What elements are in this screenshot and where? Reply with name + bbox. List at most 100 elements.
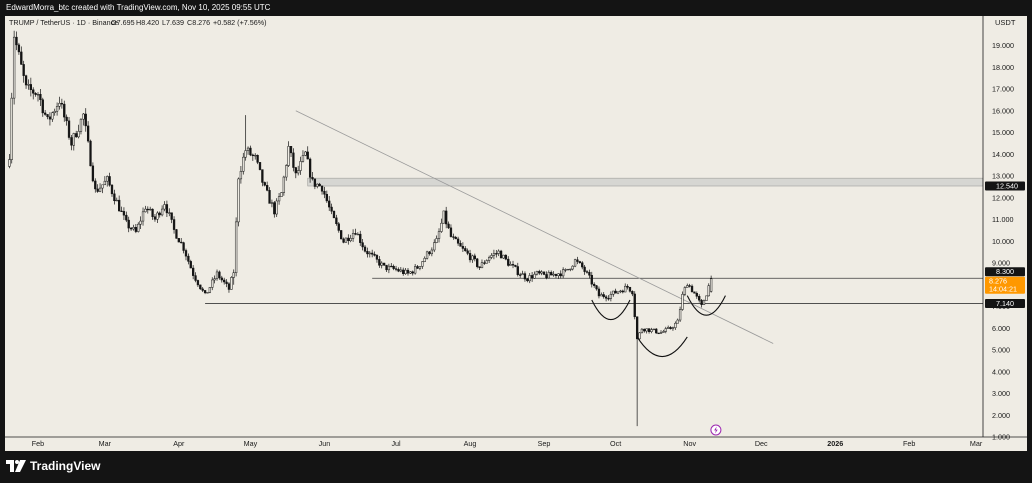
legend-high: H8.420 bbox=[136, 18, 159, 27]
candle-body bbox=[590, 274, 593, 285]
candle bbox=[82, 113, 85, 126]
candle bbox=[58, 96, 61, 110]
candle-body bbox=[624, 285, 627, 293]
candle bbox=[304, 150, 307, 157]
candle bbox=[194, 272, 197, 283]
candle-body bbox=[325, 193, 328, 202]
candle bbox=[612, 290, 615, 297]
candle-body bbox=[621, 290, 624, 293]
candle-body bbox=[702, 300, 706, 305]
candle bbox=[72, 132, 75, 151]
candle bbox=[561, 267, 565, 279]
candle-body bbox=[280, 192, 283, 197]
candle bbox=[127, 216, 130, 233]
candle bbox=[184, 248, 188, 261]
candle-body bbox=[165, 204, 169, 214]
candle-body bbox=[533, 273, 536, 279]
candle-body bbox=[576, 259, 579, 262]
resistance-zone[interactable] bbox=[307, 177, 984, 187]
candle-body bbox=[141, 211, 145, 222]
candle bbox=[511, 260, 515, 269]
candle bbox=[674, 321, 677, 330]
candle bbox=[89, 139, 92, 167]
candle-body bbox=[695, 293, 698, 297]
candle-body bbox=[261, 169, 264, 183]
candle bbox=[454, 235, 457, 240]
candle-body bbox=[294, 167, 297, 174]
candle bbox=[681, 291, 684, 311]
candle-body bbox=[275, 200, 278, 215]
candle bbox=[285, 164, 288, 181]
candle bbox=[459, 240, 462, 247]
candle-body bbox=[153, 216, 157, 220]
candle bbox=[53, 108, 56, 116]
candle bbox=[528, 272, 531, 284]
trendline[interactable] bbox=[295, 110, 774, 344]
candle bbox=[125, 211, 128, 223]
candle-body bbox=[394, 268, 398, 270]
lightning-icon[interactable] bbox=[710, 424, 722, 436]
candle-body bbox=[423, 257, 426, 262]
candle bbox=[242, 152, 245, 175]
candle bbox=[39, 89, 42, 106]
candle bbox=[705, 295, 708, 301]
candle bbox=[600, 292, 603, 297]
candle-body bbox=[84, 113, 87, 127]
candle-body bbox=[440, 222, 443, 232]
y-tick-label: 11.000 bbox=[992, 215, 1013, 224]
candle-body bbox=[425, 251, 429, 259]
candle bbox=[662, 329, 665, 333]
chart-area[interactable]: USDT 19.000 18.000 17.000 16.000 15.000 14.000… bbox=[5, 16, 1027, 451]
candle-body bbox=[452, 236, 455, 238]
candle bbox=[392, 264, 395, 271]
y-tick-label: 2.000 bbox=[992, 411, 1010, 420]
candle-body bbox=[208, 287, 212, 293]
candle bbox=[330, 203, 333, 215]
x-tick-label: Mar bbox=[99, 439, 112, 448]
candle-body bbox=[29, 84, 32, 90]
candle bbox=[108, 172, 111, 187]
candle bbox=[328, 196, 331, 211]
candle-body bbox=[402, 269, 405, 274]
candle-body bbox=[94, 180, 97, 190]
tradingview-logo[interactable]: TradingView bbox=[6, 459, 100, 473]
candle-body bbox=[664, 328, 667, 332]
candle-body bbox=[690, 285, 694, 293]
pattern-arc-2[interactable] bbox=[686, 295, 726, 316]
candle bbox=[156, 211, 159, 223]
candle bbox=[533, 271, 536, 279]
y-tick-label: 13.000 bbox=[992, 172, 1014, 181]
candle bbox=[702, 299, 706, 305]
candle-body bbox=[626, 285, 629, 288]
pattern-arc-1[interactable] bbox=[636, 336, 688, 357]
candle-body bbox=[688, 285, 691, 287]
candle bbox=[664, 326, 667, 334]
candle bbox=[578, 260, 581, 264]
candle bbox=[237, 177, 240, 227]
legend-symbol[interactable]: TRUMP / TetherUS · 1D · Binance bbox=[9, 18, 118, 27]
candle bbox=[375, 254, 379, 263]
candle bbox=[433, 239, 436, 253]
candle-body bbox=[464, 248, 467, 252]
candle bbox=[208, 287, 212, 294]
candle-body bbox=[473, 255, 476, 260]
price-chart[interactable]: USDT 19.000 18.000 17.000 16.000 15.000 14.000… bbox=[5, 16, 1027, 451]
candle-body bbox=[342, 238, 345, 243]
pattern-arc-0[interactable] bbox=[591, 299, 631, 320]
candle-body bbox=[70, 137, 73, 146]
candle-body bbox=[578, 261, 581, 263]
candle-body bbox=[63, 103, 66, 118]
candle bbox=[270, 199, 274, 208]
candle bbox=[619, 289, 622, 294]
candle bbox=[299, 156, 302, 175]
candle-body bbox=[249, 147, 252, 156]
candle-body bbox=[184, 250, 188, 257]
candle bbox=[452, 233, 455, 240]
candle-body bbox=[10, 97, 13, 160]
candle-body bbox=[306, 151, 309, 160]
candle-body bbox=[17, 44, 21, 53]
candle bbox=[385, 264, 388, 273]
candle-body bbox=[175, 229, 178, 239]
candle bbox=[628, 286, 632, 293]
candle bbox=[390, 263, 393, 268]
